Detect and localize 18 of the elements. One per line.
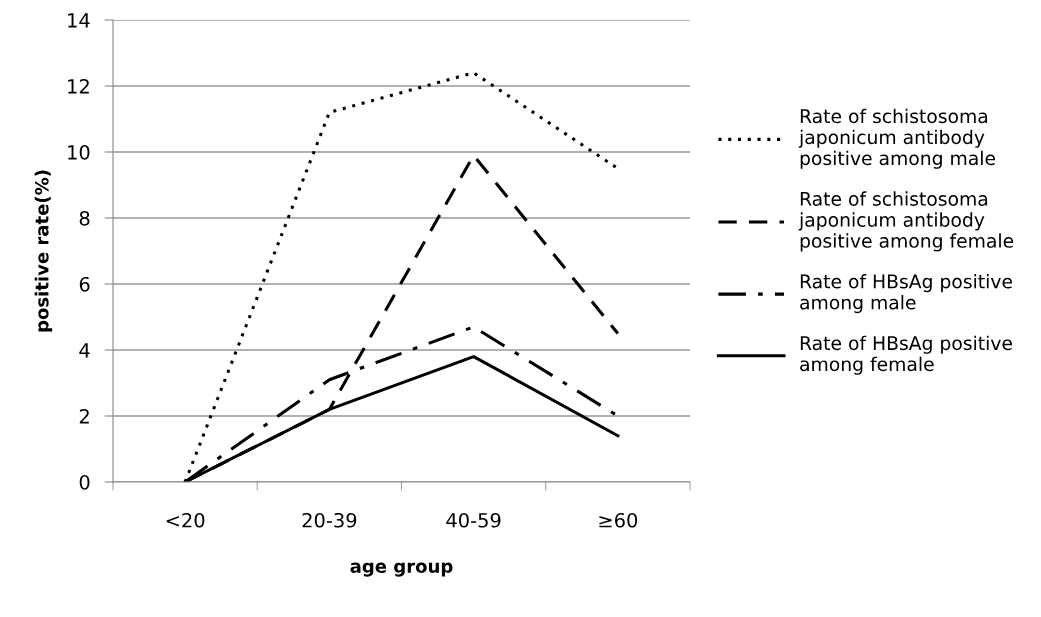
y-tick-label: 12: [68, 78, 89, 94]
legend-label: Rate of schistosoma japonicum antibody positive among male: [798, 108, 996, 169]
y-tick-label: 6: [79, 276, 90, 292]
y-tick-label: 14: [68, 13, 90, 28]
x-axis-title: age group: [350, 562, 453, 577]
x-tick-label: ≥60: [599, 512, 638, 528]
x-tick-label: 20-39: [302, 512, 357, 528]
legend-label: Rate of HBsAg positive among male: [800, 274, 1012, 314]
legend-label: Rate of HBsAg positive among female: [800, 335, 1012, 375]
y-tick-label: 0: [79, 474, 90, 490]
x-tick-label: 40-59: [446, 512, 501, 528]
y-tick-label: 8: [79, 210, 90, 226]
y-axis-title: positive rate(%): [34, 170, 53, 332]
x-tick-label: <20: [166, 512, 205, 528]
y-tick-label: 2: [79, 408, 89, 424]
y-tick-label: 4: [79, 343, 90, 358]
legend-label: Rate of schistosoma japonicum antibody positive among female: [798, 191, 1014, 252]
y-tick-label: 10: [68, 144, 90, 160]
